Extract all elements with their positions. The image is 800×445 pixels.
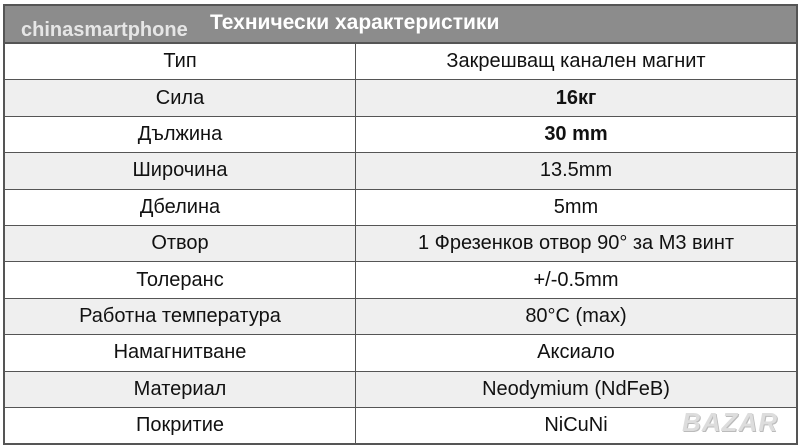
- table-row: Тип Закрешващ канален магнит: [5, 43, 796, 80]
- spec-value: 1 Фрезенков отвор 90° за М3 винт: [417, 232, 735, 255]
- spec-label: Широчина: [5, 153, 356, 189]
- spec-value: Neodymium (NdFeB): [482, 377, 670, 400]
- table-row: Дбелина 5mm: [5, 188, 796, 225]
- spec-label: Сила: [5, 80, 356, 116]
- spec-label: Намагнитване: [5, 335, 356, 371]
- table-row: Дължина 30 mm: [5, 115, 796, 153]
- table-title: Технически характеристики: [210, 11, 500, 34]
- table-header: chinasmartphone Технически характеристик…: [5, 6, 796, 43]
- spec-value: 5mm: [553, 195, 599, 218]
- table-body: Тип Закрешващ канален магнит Сила 16кг Дължи…: [5, 43, 796, 444]
- table-row: Покритие NiCuNi: [5, 406, 796, 444]
- watermark-text: chinasmartphone: [21, 19, 188, 41]
- spec-value: Закрешващ канален магнит: [446, 50, 706, 73]
- table-row: Отвор 1 Фрезенков отвор 90° за М3 винт: [5, 224, 796, 262]
- table-row: Широчина 13.5mm: [5, 152, 796, 189]
- spec-label: Работна температура: [5, 298, 356, 335]
- table-row: Работна температура 80°C (max): [5, 297, 796, 335]
- spec-table: chinasmartphone Технически характеристик…: [3, 4, 798, 445]
- spec-value: Аксиало: [537, 341, 615, 364]
- table-row: Толеранс +/-0.5mm: [5, 261, 796, 298]
- spec-label: Дължина: [5, 116, 356, 153]
- table-row: Сила 16кг: [5, 79, 796, 116]
- spec-label: Тип: [5, 44, 356, 80]
- bazar-logo: BAZAR: [682, 407, 778, 437]
- spec-value: 80°C (max): [525, 304, 627, 327]
- spec-label: Материал: [5, 371, 356, 407]
- spec-label: Толеранс: [5, 262, 356, 298]
- spec-value: +/-0.5mm: [533, 268, 619, 291]
- spec-value: 13.5mm: [539, 159, 613, 182]
- spec-label: Покритие: [5, 407, 356, 444]
- table-row: Материал Neodymium (NdFeB): [5, 370, 796, 407]
- spec-value: 16кг: [555, 86, 597, 109]
- spec-label: Дбелина: [5, 189, 356, 225]
- spec-value: NiCuNi: [544, 414, 608, 437]
- spec-label: Отвор: [5, 225, 356, 262]
- table-row: Намагнитване Аксиало: [5, 334, 796, 371]
- spec-value: 30 mm: [544, 122, 608, 145]
